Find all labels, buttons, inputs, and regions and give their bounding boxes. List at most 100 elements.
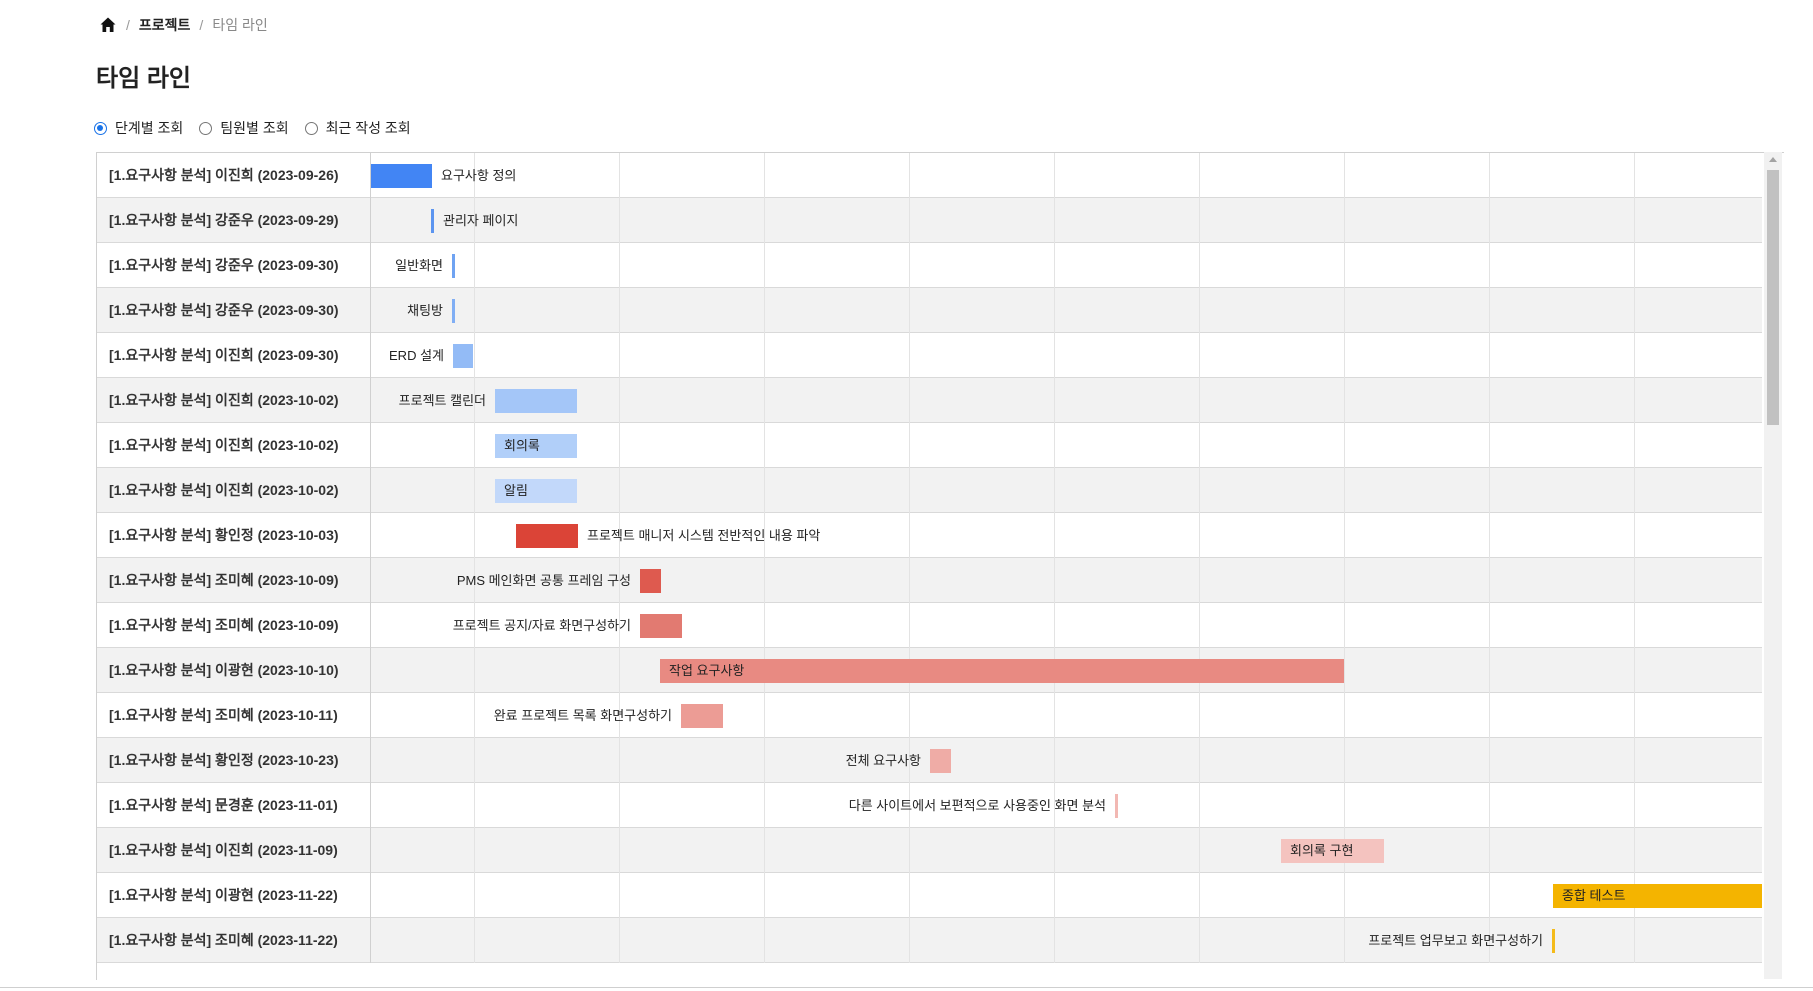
timeline-track: 프로젝트 캘린더 xyxy=(371,378,1762,423)
timeline-task-bar[interactable] xyxy=(681,704,723,728)
view-recent-option[interactable]: 최근 작성 조회 xyxy=(304,118,411,138)
timeline-task-bar[interactable] xyxy=(640,614,682,638)
timeline-task-bar[interactable] xyxy=(640,569,661,593)
timeline-row-label: [1.요구사항 분석] 강준우 (2023-09-30) xyxy=(109,302,339,318)
timeline-task-bar[interactable] xyxy=(1553,884,1762,908)
timeline-row: [1.요구사항 분석] 이진희 (2023-11-09) 회의록 구현 xyxy=(97,828,1762,873)
gridline xyxy=(619,153,620,198)
timeline-row-label: [1.요구사항 분석] 이진희 (2023-09-30) xyxy=(109,347,339,363)
gridline xyxy=(1199,693,1200,738)
timeline-task-bar[interactable] xyxy=(1115,794,1118,818)
gridline xyxy=(764,738,765,783)
home-icon[interactable] xyxy=(99,16,117,34)
gridline xyxy=(1199,468,1200,513)
timeline-row-label: [1.요구사항 분석] 이광현 (2023-11-22) xyxy=(109,887,338,903)
gridline xyxy=(1199,828,1200,873)
timeline-task-label: 채팅방 xyxy=(407,303,443,318)
row-divider xyxy=(370,378,371,423)
timeline-task-bar[interactable] xyxy=(1281,839,1384,863)
timeline-scrollbar[interactable] xyxy=(1764,152,1782,979)
gridline xyxy=(474,918,475,963)
row-divider xyxy=(370,333,371,378)
timeline-row-label: [1.요구사항 분석] 이진희 (2023-10-02) xyxy=(109,482,339,498)
gridline xyxy=(1054,378,1055,423)
timeline-row: [1.요구사항 분석] 문경훈 (2023-11-01) 다른 사이트에서 보편적… xyxy=(97,783,1762,828)
timeline-task-bar[interactable] xyxy=(495,479,577,503)
timeline-track: 채팅방 xyxy=(371,288,1762,333)
gridline xyxy=(764,558,765,603)
view-by-member-radio[interactable] xyxy=(199,121,213,135)
gridline xyxy=(1199,558,1200,603)
gridline xyxy=(1199,603,1200,648)
view-recent-radio[interactable] xyxy=(304,121,318,135)
gridline xyxy=(1634,423,1635,468)
timeline-task-label: 요구사항 정의 xyxy=(441,168,517,183)
timeline-row-label: [1.요구사항 분석] 황인정 (2023-10-23) xyxy=(109,752,339,768)
timeline-task-bar[interactable] xyxy=(495,389,577,413)
gridline xyxy=(474,243,475,288)
timeline-track: 회의록 xyxy=(371,423,1762,468)
gridline xyxy=(1634,378,1635,423)
gridline xyxy=(1199,873,1200,918)
gridline xyxy=(909,513,910,558)
timeline-task-bar[interactable] xyxy=(452,299,455,323)
timeline-row-label: [1.요구사항 분석] 조미혜 (2023-10-11) xyxy=(109,707,338,723)
timeline-row: [1.요구사항 분석] 강준우 (2023-09-30) 채팅방 xyxy=(97,288,1762,333)
gridline xyxy=(1489,783,1490,828)
gridline xyxy=(1634,918,1635,963)
row-divider xyxy=(370,738,371,783)
gridline xyxy=(764,693,765,738)
gridline xyxy=(1054,423,1055,468)
timeline-task-bar[interactable] xyxy=(453,344,473,368)
gridline xyxy=(1489,558,1490,603)
gridline xyxy=(619,333,620,378)
timeline-task-label: 프로젝트 매니저 시스템 전반적인 내용 파악 xyxy=(587,528,821,543)
gridline xyxy=(1634,558,1635,603)
view-by-stage-option[interactable]: 단계별 조회 xyxy=(94,118,183,138)
timeline-task-bar[interactable] xyxy=(660,659,1344,683)
gridline xyxy=(474,333,475,378)
timeline-task-bar[interactable] xyxy=(930,749,951,773)
gridline xyxy=(1344,333,1345,378)
gridline xyxy=(619,648,620,693)
breadcrumb-project-link[interactable]: 프로젝트 xyxy=(138,17,191,33)
gridline xyxy=(909,783,910,828)
gridline xyxy=(1199,783,1200,828)
gridline xyxy=(1489,333,1490,378)
timeline-task-label: 알림 xyxy=(504,483,528,498)
timeline-track: 전체 요구사항 xyxy=(371,738,1762,783)
view-by-stage-radio[interactable] xyxy=(94,121,107,135)
scroll-up-arrow-icon[interactable] xyxy=(1769,157,1777,162)
timeline-task-bar[interactable] xyxy=(431,209,434,233)
timeline-task-bar[interactable] xyxy=(1552,929,1555,953)
timeline-row: [1.요구사항 분석] 강준우 (2023-09-30) 일반화면 xyxy=(97,243,1762,288)
timeline-row-label: [1.요구사항 분석] 이진희 (2023-09-26) xyxy=(109,167,339,183)
gridline xyxy=(909,468,910,513)
view-recent-label: 최근 작성 조회 xyxy=(325,120,411,136)
gridline xyxy=(764,603,765,648)
breadcrumb-current: 타임 라인 xyxy=(212,17,268,33)
gridline xyxy=(1054,288,1055,333)
gridline xyxy=(1054,153,1055,198)
gridline xyxy=(764,333,765,378)
timeline-task-label: 프로젝트 업무보고 화면구성하기 xyxy=(1368,933,1543,948)
view-by-member-option[interactable]: 팀원별 조회 xyxy=(199,118,289,138)
timeline-task-bar[interactable] xyxy=(495,434,577,458)
page-divider xyxy=(0,987,1813,988)
timeline-task-bar[interactable] xyxy=(371,164,432,188)
timeline-row-label: [1.요구사항 분석] 조미혜 (2023-10-09) xyxy=(109,617,339,633)
timeline-task-label: 완료 프로젝트 목록 화면구성하기 xyxy=(493,708,672,723)
gridline xyxy=(1054,198,1055,243)
timeline-track: 프로젝트 매니저 시스템 전반적인 내용 파악 xyxy=(371,513,1762,558)
gridline xyxy=(1344,288,1345,333)
timeline-track: 일반화면 xyxy=(371,243,1762,288)
timeline-task-bar[interactable] xyxy=(516,524,578,548)
gridline xyxy=(1054,693,1055,738)
scrollbar-thumb[interactable] xyxy=(1767,170,1779,425)
timeline-task-bar[interactable] xyxy=(452,254,455,278)
gridline xyxy=(474,468,475,513)
timeline-row: [1.요구사항 분석] 이진희 (2023-09-26) 요구사항 정의 xyxy=(97,153,1762,198)
timeline-row-label: [1.요구사항 분석] 조미혜 (2023-11-22) xyxy=(109,932,338,948)
timeline-task-label: 종합 테스트 xyxy=(1562,888,1626,903)
gridline xyxy=(619,423,620,468)
